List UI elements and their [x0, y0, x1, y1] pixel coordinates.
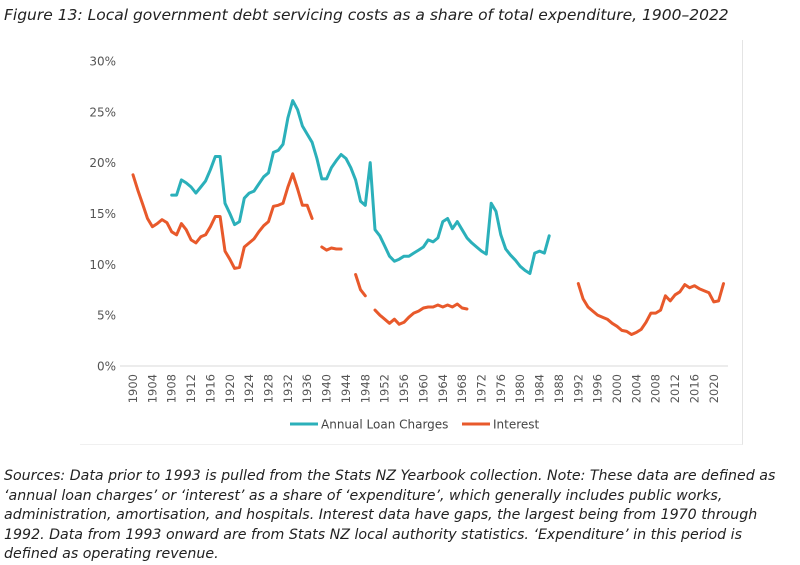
x-tick-label: 1916 — [203, 374, 217, 403]
x-tick-label: 1992 — [571, 374, 585, 403]
x-tick-label: 1904 — [145, 374, 159, 403]
x-tick-label: 1972 — [474, 374, 488, 403]
x-tick-label: 1964 — [436, 374, 450, 403]
chart-frame — [80, 40, 743, 445]
x-tick-label: 1920 — [223, 374, 237, 403]
x-tick-label: 1900 — [126, 374, 140, 403]
x-tick-label: 1968 — [455, 374, 469, 403]
series-line-interest — [320, 245, 343, 252]
x-tick-label: 1936 — [300, 374, 314, 403]
series-line-annual-loan-charges — [170, 99, 551, 275]
series-line-interest — [576, 282, 725, 336]
y-tick-label: 20% — [89, 156, 116, 170]
x-tick-label: 2004 — [629, 374, 643, 403]
x-tick-label: 1952 — [378, 374, 392, 403]
x-tick-label: 2008 — [649, 374, 663, 403]
x-tick-label: 1940 — [320, 374, 334, 403]
x-tick-label: 1944 — [339, 374, 353, 403]
x-tick-label: 1980 — [513, 374, 527, 403]
x-tick-label: 1960 — [416, 374, 430, 403]
x-tick-label: 1956 — [397, 374, 411, 403]
x-tick-label: 2012 — [668, 374, 682, 403]
series-line-interest — [354, 273, 367, 298]
x-tick-label: 2016 — [687, 374, 701, 403]
y-tick-label: 30% — [89, 54, 116, 68]
x-tick-label: 1932 — [281, 374, 295, 403]
y-tick-label: 10% — [89, 258, 116, 272]
x-tick-label: 2000 — [610, 374, 624, 403]
x-tick-label: 1996 — [591, 374, 605, 403]
series-line-interest — [373, 302, 469, 326]
legend-label: Annual Loan Charges — [321, 418, 448, 432]
line-chart: 0% 5% 10% 15% 20% 25% 30% 1900 1904 1908 1912 1916 1… — [89, 54, 728, 432]
y-tick-label: 15% — [89, 207, 116, 221]
y-tick-label: 5% — [97, 309, 116, 323]
figure-title: Figure 13: Local government debt servici… — [4, 6, 729, 24]
x-tick-label: 1984 — [533, 374, 547, 403]
x-tick-label: 1908 — [165, 374, 179, 403]
x-tick-label: 1948 — [358, 374, 372, 403]
y-tick-label: 0% — [97, 360, 116, 374]
sources-note: Sources: Data prior to 1993 is pulled fr… — [4, 468, 776, 562]
x-tick-label: 1924 — [242, 374, 256, 403]
y-tick-label: 25% — [89, 105, 116, 119]
x-tick-label: 1912 — [184, 374, 198, 403]
legend-label: Interest — [493, 418, 540, 432]
x-tick-label: 1988 — [552, 374, 566, 403]
x-tick-label: 1976 — [494, 374, 508, 403]
series-line-interest — [131, 172, 314, 270]
x-tick-label: 1928 — [262, 374, 276, 403]
x-tick-label: 2020 — [707, 374, 721, 403]
